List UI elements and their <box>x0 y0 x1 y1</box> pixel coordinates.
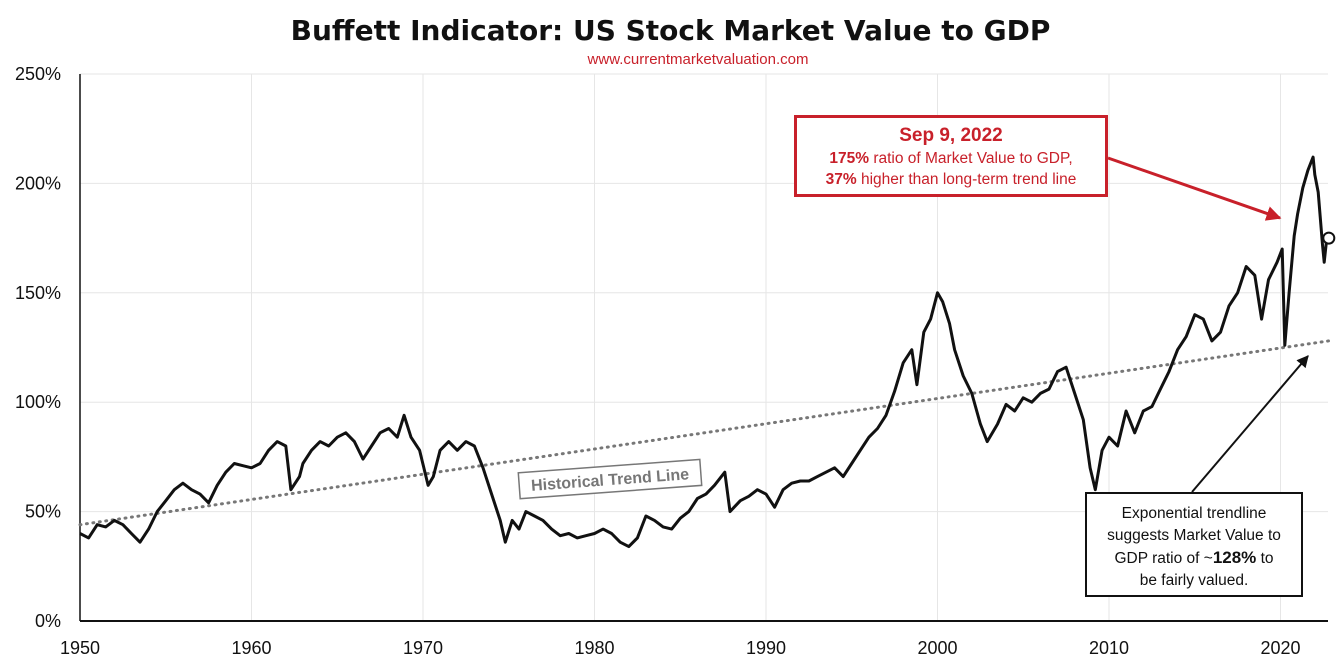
x-tick-label: 1950 <box>60 638 100 658</box>
trend-callout-line1: Exponential trendline <box>1121 505 1267 522</box>
trendline-callout: Exponential trendline suggests Market Va… <box>1085 492 1303 597</box>
trend-callout-arrow <box>1191 355 1309 493</box>
latest-value-callout: Sep 9, 2022 175% ratio of Market Value t… <box>794 115 1108 197</box>
y-tick-label: 50% <box>25 502 61 522</box>
y-tick-label: 0% <box>35 611 61 631</box>
trend-callout-line3: GDP ratio of ~128% to <box>1087 547 1301 570</box>
chart-title: Buffett Indicator: US Stock Market Value… <box>290 14 1051 47</box>
latest-point-marker <box>1322 231 1336 245</box>
trend-callout-value: 128% <box>1212 548 1257 567</box>
trend-callout-post: to <box>1256 550 1274 567</box>
x-tick-label: 1980 <box>574 638 614 658</box>
y-tick-label: 150% <box>15 283 61 303</box>
x-tick-label: 1960 <box>231 638 271 658</box>
y-tick-label: 250% <box>15 64 61 84</box>
x-tick-label: 1990 <box>746 638 786 658</box>
callout-premium-text: higher than long-term trend line <box>856 171 1077 188</box>
latest-callout-arrow <box>1107 156 1282 221</box>
callout-line-ratio: 175% ratio of Market Value to GDP, <box>797 150 1105 168</box>
x-tick-label: 2000 <box>917 638 957 658</box>
callout-line-premium: 37% higher than long-term trend line <box>797 171 1105 189</box>
trend-callout-pre: GDP ratio of ~ <box>1114 550 1213 567</box>
x-tick-label: 2010 <box>1089 638 1129 658</box>
y-tick-label: 200% <box>15 173 61 193</box>
trend-callout-line4: be fairly valued. <box>1139 572 1249 589</box>
callout-date: Sep 9, 2022 <box>899 125 1003 146</box>
x-tick-label: 1970 <box>403 638 443 658</box>
x-tick-label: 2020 <box>1260 638 1300 658</box>
chart-subtitle-url: www.currentmarketvaluation.com <box>587 51 809 68</box>
trend-line <box>78 339 1331 527</box>
callout-ratio-text: ratio of Market Value to GDP, <box>869 150 1073 167</box>
market-value-gdp-line <box>79 155 1329 549</box>
y-tick-label: 100% <box>15 392 61 412</box>
trend-line-label-box <box>517 458 703 500</box>
trend-line-label: Historical Trend Line <box>517 458 703 500</box>
callout-premium-value: 37% <box>825 171 857 188</box>
trend-callout-line2: suggests Market Value to <box>1107 527 1281 544</box>
callout-ratio-value: 175% <box>829 150 870 167</box>
